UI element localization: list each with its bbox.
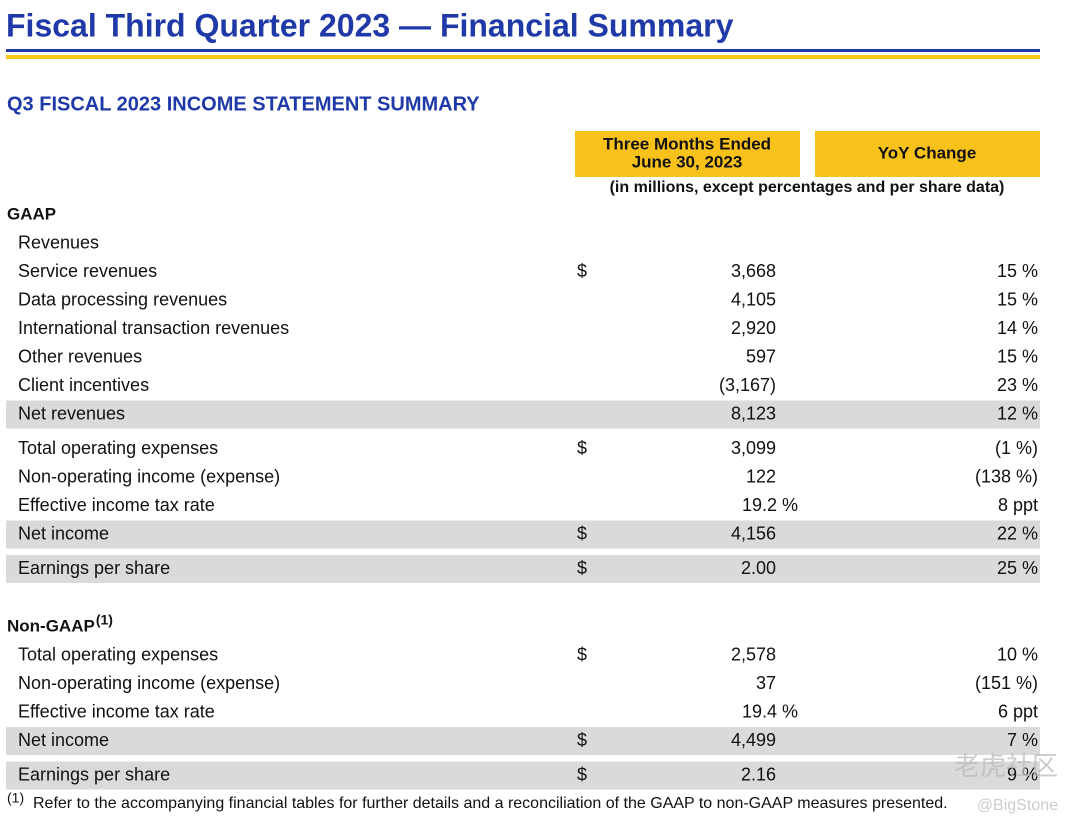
change: 8 ppt [998,495,1038,515]
units-note: (in millions, except percentages and per… [610,179,1005,196]
value: 597 [746,346,776,366]
column-header: YoY Change [878,143,977,162]
row-label: International transaction revenues [18,318,289,338]
change: (151 %) [975,673,1038,693]
title: Fiscal Third Quarter 2023 — Financial Su… [6,7,734,43]
row-label: Net revenues [18,403,125,423]
row-label: Effective income tax rate [18,495,215,515]
change: 23 % [997,375,1038,395]
value: 4,499 [731,730,776,750]
row-label: Earnings per share [18,764,170,784]
value: 4,156 [731,523,776,543]
column-header: June 30, 2023 [632,152,743,171]
value: 3,668 [731,261,776,281]
value: 2.00 [741,558,776,578]
currency: $ [577,764,587,784]
change: 25 % [997,558,1038,578]
row-label: Data processing revenues [18,289,227,309]
section-heading: Non-GAAP [7,616,95,635]
column-header: Three Months Ended [603,134,771,153]
row-shade [6,555,1040,583]
value: 19.2 % [742,495,798,515]
value: 2,920 [731,318,776,338]
row-label: Total operating expenses [18,644,218,664]
row-shade [6,520,1040,549]
heading-note: (1) [96,612,113,628]
value: 3,099 [731,438,776,458]
subtitle: Q3 FISCAL 2023 INCOME STATEMENT SUMMARY [7,93,480,115]
change: 14 % [997,318,1038,338]
row-shade [6,761,1040,790]
header-cell [815,131,1040,177]
value: 37 [756,673,776,693]
change: 15 % [997,289,1038,309]
change: 10 % [997,644,1038,664]
value: 8,123 [731,403,776,423]
title-rule-yellow [6,55,1040,59]
header-cell [575,131,800,177]
currency: $ [577,438,587,458]
value: 19.4 % [742,701,798,721]
change: (1 %) [995,438,1038,458]
footnote: Refer to the accompanying financial tabl… [33,795,948,812]
change: 6 ppt [998,701,1038,721]
row-label: Non-operating income (expense) [18,673,280,693]
row-label: Net income [18,523,109,543]
row-label: Other revenues [18,346,142,366]
change: 9 % [1007,764,1038,784]
footnote-marker: (1) [7,790,24,806]
value: 2,578 [731,644,776,664]
change: 22 % [997,523,1038,543]
row-label: Net income [18,730,109,750]
row-shade [6,727,1040,755]
value: 2.16 [741,764,776,784]
change: (138 %) [975,466,1038,486]
row-shade [6,400,1040,429]
currency: $ [577,730,587,750]
watermark: @BigStone [977,797,1058,814]
row-label: Client incentives [18,375,149,395]
row-label: Total operating expenses [18,438,218,458]
section-heading: GAAP [7,204,56,223]
row-label: Service revenues [18,261,157,281]
change: 12 % [997,403,1038,423]
row-label: Revenues [18,232,99,252]
currency: $ [577,261,587,281]
value: (3,167) [719,375,776,395]
value: 4,105 [731,289,776,309]
currency: $ [577,644,587,664]
value: 122 [746,466,776,486]
currency: $ [577,523,587,543]
currency: $ [577,558,587,578]
change: 7 % [1007,730,1038,750]
row-label: Effective income tax rate [18,701,215,721]
change: 15 % [997,346,1038,366]
watermark: 老虎社区 [954,751,1058,781]
title-rule-blue [6,49,1040,52]
row-label: Earnings per share [18,558,170,578]
change: 15 % [997,261,1038,281]
row-label: Non-operating income (expense) [18,466,280,486]
